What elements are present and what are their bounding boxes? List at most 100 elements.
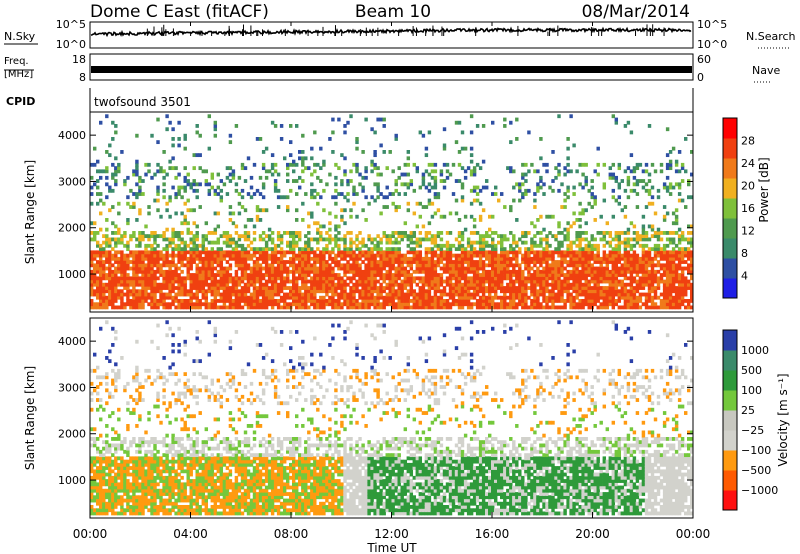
power-cell [117,166,121,171]
power-cell [394,266,398,271]
power-cell [210,302,215,307]
power-cell [144,172,148,177]
power-cell [545,269,549,274]
power-cell [192,305,196,310]
power-cell [186,227,190,232]
power-cell [117,240,121,245]
power-cell [566,269,570,274]
power-cell [213,192,218,196]
power-cell [243,299,248,303]
power-cell [240,286,245,290]
power-cell [463,260,468,264]
power-cell [563,266,567,271]
power-cell [527,253,531,258]
power-cell [165,263,169,268]
power-cell [533,224,537,229]
power-cell [394,253,398,258]
power-cell [677,273,682,277]
power-cell [231,172,236,177]
power-cell [138,305,142,310]
power-cell [403,256,408,261]
power-cell [545,240,549,245]
power-cell [530,286,534,290]
power-cell [497,282,501,287]
power-cell [629,153,634,158]
power-cell [231,175,236,180]
power-cell [647,260,652,264]
power-cell [557,269,561,274]
power-cell [491,237,495,242]
power-cell [316,302,320,307]
power-cell [367,266,371,271]
velocity-cell [96,437,100,441]
power-cell [114,250,118,255]
power-cell [623,231,628,235]
power-cell [102,295,106,300]
power-cell [418,286,423,290]
power-cell [267,266,272,271]
power-cell [515,305,519,310]
power-cell [249,302,254,307]
power-cell [147,292,151,297]
power-cell [243,302,248,307]
power-cell [680,269,685,274]
power-cell [132,282,136,287]
power-cell [90,276,94,281]
power-cell [174,279,178,284]
power-cell [671,295,676,300]
power-cell [255,188,260,193]
power-cell [96,192,100,196]
power-cell [120,273,124,277]
power-cell [177,231,181,235]
power-cell [412,211,417,216]
power-cell [647,237,652,242]
power-cell [171,137,175,141]
power-cell [665,127,670,132]
power-cell [177,185,181,190]
power-cell [240,299,245,303]
power-cell [325,286,329,290]
power-cell [632,224,637,229]
velocity-cell [105,462,109,467]
power-cell [599,292,603,297]
power-cell [572,253,576,258]
power-cell [340,289,344,294]
power-cell [114,224,118,229]
power-cell [677,289,682,294]
power-cell [144,263,148,268]
power-cell [370,279,374,284]
power-cell [421,263,426,268]
power-cell [388,282,392,287]
power-colorbar-swatch [723,198,737,219]
power-cell [352,253,356,258]
power-cell [578,282,582,287]
power-cell [466,282,471,287]
power-cell [325,282,329,287]
power-cell [295,192,299,196]
power-cell [355,263,359,268]
power-cell [530,276,534,281]
power-cell [195,224,199,229]
power-cell [424,237,429,242]
power-cell [653,276,658,281]
power-cell [325,182,329,187]
power-cell [379,117,383,122]
power-cell [352,289,356,294]
power-cell [231,253,236,258]
power-cell [328,227,332,232]
power-cell [261,286,266,290]
power-cell [581,299,585,303]
power-cell [448,247,453,252]
power-cell [240,263,245,268]
power-cell [415,299,420,303]
power-cell [656,279,661,284]
power-cell [310,282,314,287]
power-cell [189,237,193,242]
power-cell [171,286,175,290]
power-cell [195,195,199,200]
power-cell [132,273,136,277]
power-cell [147,211,151,216]
power-cell [261,292,266,297]
power-cell [198,253,202,258]
power-cell [246,302,251,307]
